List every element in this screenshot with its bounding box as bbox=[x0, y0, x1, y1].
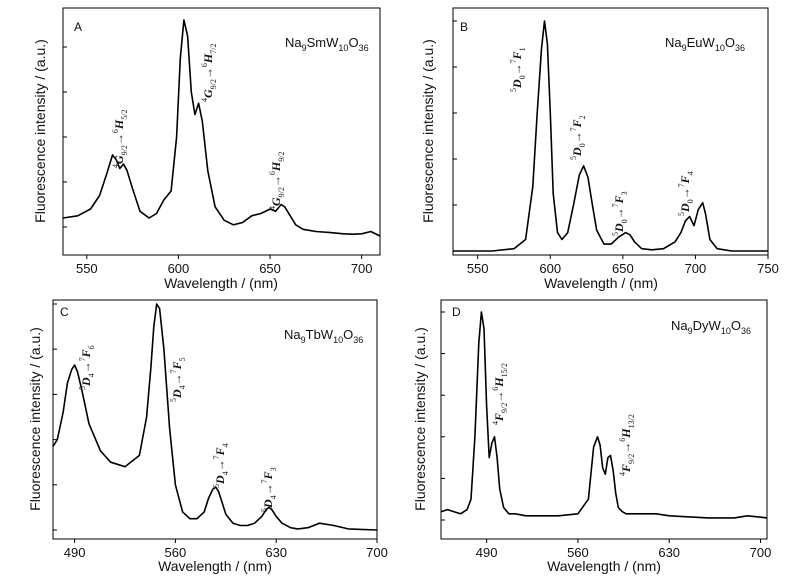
panel-b: B Na9EuW10O36 Fluorescence intensity / (… bbox=[420, 7, 779, 291]
panel-d-spectrum-line bbox=[440, 311, 768, 519]
x-tick-label: 600 bbox=[168, 261, 190, 276]
panel-b-annotation-1: 5D0→7F1 bbox=[509, 47, 527, 92]
panel-c-annotation-2: 5D4→7F5 bbox=[169, 357, 187, 402]
panel-b-ticks: 550 600 650 700 750 bbox=[453, 20, 779, 276]
panel-a-frame bbox=[62, 7, 381, 256]
panel-b-letter: B bbox=[460, 20, 468, 34]
panel-a-compound: Na9SmW10O36 bbox=[285, 35, 369, 53]
panel-a-ylabel: Fluorescence intensity / (a.u.) bbox=[32, 39, 48, 223]
x-tick-label: 700 bbox=[366, 545, 388, 560]
panel-b-ylabel: Fluorescence intensity / (a.u.) bbox=[420, 39, 436, 223]
x-tick-label: 560 bbox=[165, 545, 187, 560]
panel-d-ticks: 490 560 630 700 bbox=[441, 311, 772, 560]
panel-d-annotation-2: 4F9/2→6H13/2 bbox=[618, 414, 636, 476]
panel-b-annotation-4: 5D0→7F4 bbox=[677, 171, 695, 216]
x-tick-label: 550 bbox=[467, 261, 489, 276]
panel-d-frame bbox=[440, 299, 768, 540]
panel-c-annotation-3: 5D4→7F4 bbox=[212, 443, 230, 488]
x-tick-label: 490 bbox=[64, 545, 86, 560]
panel-c-xlabel: Wavelength / (nm) bbox=[158, 558, 272, 574]
panel-c-compound: Na9TbW10O36 bbox=[284, 327, 363, 345]
panel-a-annotation-3: 4G9/2→6H9/2 bbox=[268, 152, 286, 210]
x-tick-label: 630 bbox=[265, 545, 287, 560]
panel-a-xlabel: Wavelength / (nm) bbox=[164, 275, 278, 291]
panel-c-annotation-1: 5D4→7F6 bbox=[78, 345, 96, 390]
panel-c-frame bbox=[52, 299, 378, 540]
x-tick-label: 490 bbox=[476, 545, 498, 560]
panel-c: C Na9TbW10O36 Fluorescence intensity / (… bbox=[27, 299, 388, 574]
panel-d-letter: D bbox=[452, 305, 461, 319]
panel-a: A Na9SmW10O36 Fluorescence intensity / (… bbox=[32, 7, 381, 291]
panel-a-spectrum-line bbox=[62, 19, 381, 237]
panel-a-letter: A bbox=[74, 20, 82, 34]
panel-d: D Na9DyW10O36 Fluorescence intensity / (… bbox=[412, 299, 772, 574]
panel-b-spectrum-line bbox=[453, 20, 768, 252]
x-tick-label: 700 bbox=[750, 545, 772, 560]
panel-c-spectrum-line bbox=[52, 303, 378, 531]
panel-c-annotation-4: 5D4→7F3 bbox=[260, 467, 278, 512]
panel-d-ylabel: Fluorescence intensity / (a.u.) bbox=[412, 327, 428, 511]
panel-b-annotation-3: 5D0→7F3 bbox=[611, 191, 629, 236]
x-tick-label: 650 bbox=[612, 261, 634, 276]
panel-a-annotation-1: 4G9/2→6H5/2 bbox=[111, 110, 129, 168]
x-tick-label: 750 bbox=[757, 261, 779, 276]
panel-d-xlabel: Wavelength / (nm) bbox=[547, 558, 661, 574]
x-tick-label: 600 bbox=[539, 261, 561, 276]
panel-d-annotation-1: 4F9/2→6H15/2 bbox=[491, 363, 509, 425]
panel-b-annotation-2: 5D0→7F2 bbox=[569, 115, 587, 160]
x-tick-label: 630 bbox=[658, 545, 680, 560]
x-tick-label: 700 bbox=[351, 261, 373, 276]
panel-a-annotation-2: 4G9/2→6H7/2 bbox=[200, 44, 218, 102]
panel-b-compound: Na9EuW10O36 bbox=[665, 35, 745, 53]
panel-d-compound: Na9DyW10O36 bbox=[671, 318, 751, 336]
x-tick-label: 650 bbox=[259, 261, 281, 276]
panel-b-frame bbox=[452, 7, 769, 256]
x-tick-label: 700 bbox=[685, 261, 707, 276]
x-tick-label: 560 bbox=[567, 545, 589, 560]
panel-c-ticks: 490 560 630 700 bbox=[53, 303, 388, 560]
panel-c-ylabel: Fluorescence intensity / (a.u.) bbox=[27, 327, 43, 511]
panel-a-ticks: 550 600 650 700 bbox=[63, 46, 373, 276]
panel-b-xlabel: Wavelength / (nm) bbox=[544, 275, 658, 291]
panel-c-letter: C bbox=[60, 305, 69, 319]
x-tick-label: 550 bbox=[76, 261, 98, 276]
